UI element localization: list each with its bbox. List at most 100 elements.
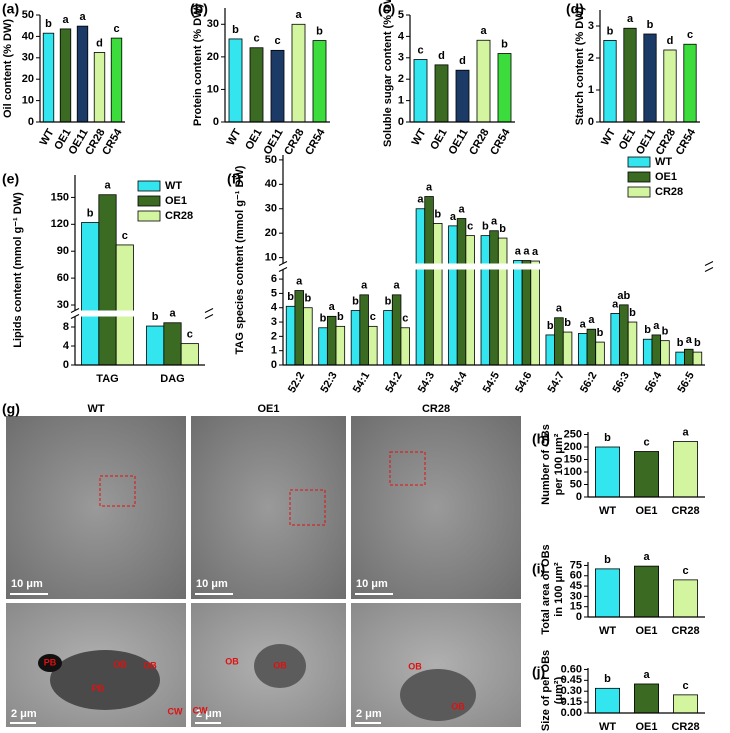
y-tick-label: 20	[22, 73, 34, 85]
annotation: OB	[143, 660, 157, 670]
y-tick-label: 30	[265, 203, 277, 215]
significance-letter: a	[361, 280, 368, 292]
bar	[675, 351, 685, 366]
zoom-box	[389, 451, 426, 486]
significance-letter: ab	[617, 290, 630, 302]
y-tick-label: 2	[271, 330, 277, 342]
significance-letter: b	[352, 295, 359, 307]
bar	[434, 64, 449, 123]
annotation: OB	[113, 659, 127, 669]
annotation: CW	[193, 705, 208, 715]
significance-letter: b	[287, 291, 294, 303]
x-tick-label: OE1	[243, 127, 264, 152]
axis-break	[280, 263, 712, 270]
significance-letter: b	[305, 293, 312, 305]
y-axis-label: Total area of OBs	[540, 544, 552, 634]
y-tick-label: 75	[570, 559, 582, 571]
x-tick-label: 54:4	[448, 369, 470, 395]
legend-label: CR28	[655, 186, 683, 198]
bar	[391, 294, 402, 366]
bar	[335, 325, 346, 366]
annotation: OB	[408, 661, 422, 671]
significance-letter: d	[667, 35, 674, 47]
bar	[476, 39, 491, 123]
x-tick-label: OE1	[428, 127, 449, 152]
y-tick-label: 5	[271, 287, 277, 299]
x-tick-label: CR54	[488, 126, 513, 157]
y-tick-label: 0.15	[561, 696, 582, 708]
x-tick-label: OE1	[635, 625, 657, 637]
y-tick-label: 0	[588, 116, 594, 128]
zoom-box	[289, 489, 326, 526]
bar	[554, 317, 564, 366]
x-tick-label: 52:3	[318, 370, 339, 395]
significance-letter: b	[607, 25, 614, 37]
significance-letter: b	[604, 554, 611, 566]
y-tick-label: 45	[570, 580, 582, 592]
panel-label: (h)	[532, 431, 550, 447]
bar	[318, 327, 328, 366]
significance-letter: a	[643, 551, 650, 563]
y-tick-label: 30	[57, 299, 69, 311]
significance-letter: a	[296, 275, 303, 287]
scale-label: 10 μm	[356, 578, 388, 590]
significance-letter: a	[394, 280, 401, 292]
y-tick-label: 3	[588, 20, 594, 32]
y-axis-label: Number of OBs	[540, 424, 552, 505]
y-axis-label: TAG species content (mmol g⁻¹ DW)	[234, 165, 246, 354]
break-mark	[704, 267, 714, 272]
x-tick-label: WT	[599, 625, 616, 637]
y-tick-label: 5	[398, 9, 404, 21]
y-tick-label: 0	[28, 116, 34, 128]
bar	[610, 313, 620, 366]
y-tick-label: 10	[207, 83, 219, 95]
chart: (j)Size of per OBs (μm²) 0.000.150.300.450…	[532, 650, 705, 733]
significance-letter: b	[385, 295, 392, 307]
y-axis-label: Protein content (% DW)	[192, 4, 204, 127]
protein-body	[50, 650, 160, 710]
y-tick-label: 150	[564, 453, 582, 465]
significance-letter: c	[274, 35, 280, 47]
x-tick-label: 54:3	[416, 370, 437, 395]
annotation: OB	[451, 701, 465, 711]
y-axis-label: in 100 μm²	[553, 562, 565, 617]
break-mark	[278, 261, 288, 266]
bar	[163, 322, 182, 366]
significance-letter: a	[643, 669, 650, 681]
significance-letter: a	[450, 211, 457, 223]
significance-letter: c	[187, 329, 193, 341]
legend-swatch	[627, 171, 651, 183]
break-mark	[204, 314, 214, 319]
bar	[98, 194, 117, 366]
y-tick-label: 0.30	[561, 685, 582, 697]
bar	[595, 568, 620, 618]
panel-label: (e)	[2, 171, 19, 187]
scale-label: 2 μm	[196, 708, 222, 720]
bar	[413, 59, 428, 123]
bar	[303, 307, 313, 366]
bar	[465, 235, 475, 366]
x-tick-label: CR28	[671, 505, 699, 517]
bar	[663, 49, 677, 123]
panel-label: (f)	[227, 171, 241, 187]
x-tick-label: CR54	[674, 126, 699, 157]
panel-label: (b)	[190, 1, 208, 17]
significance-letter: a	[653, 320, 660, 332]
bar	[562, 331, 573, 366]
y-tick-label: 2	[398, 73, 404, 85]
y-tick-label: 50	[22, 9, 34, 21]
bar	[683, 43, 697, 123]
y-tick-label: 0	[63, 359, 69, 371]
break-mark	[204, 308, 214, 313]
significance-letter: b	[564, 317, 571, 329]
annotation: CW	[168, 706, 183, 716]
x-tick-label: WT	[410, 127, 429, 148]
panel-label: (c)	[378, 1, 395, 17]
significance-letter: a	[532, 246, 539, 258]
significance-letter: c	[682, 565, 688, 577]
significance-letter: a	[682, 426, 689, 438]
significance-letter: c	[370, 311, 376, 323]
y-tick-label: 3	[398, 52, 404, 64]
y-tick-label: 15	[570, 601, 582, 613]
